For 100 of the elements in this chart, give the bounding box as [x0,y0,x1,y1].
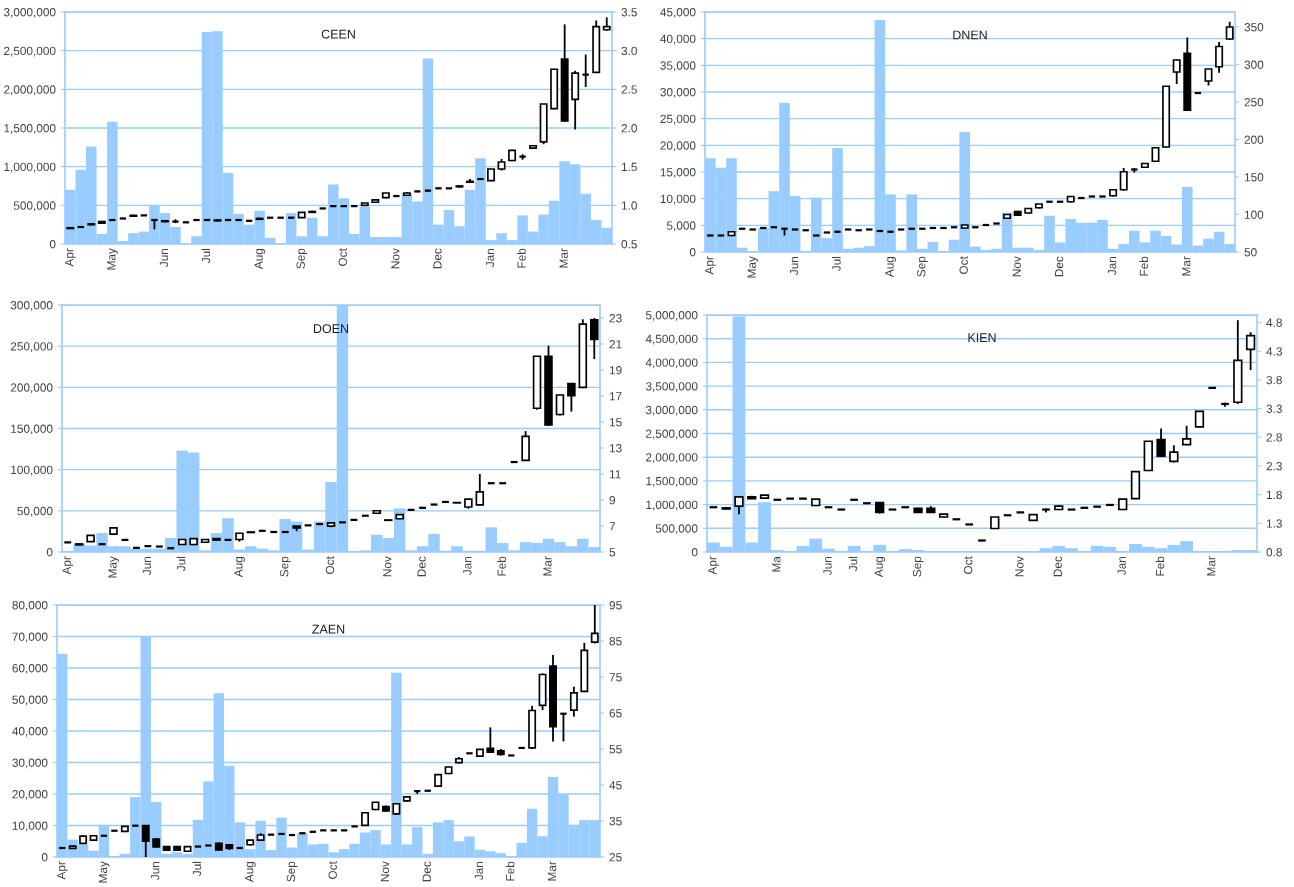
y2-tick-label: 200 [1244,135,1264,144]
y-tick-label: 20,000 [660,141,696,152]
y-tick-label: 200,000 [10,383,53,394]
x-tick-label: Jul [176,556,186,572]
y2-tick-label: 1.5 [621,162,637,172]
y-tick-label: 500,000 [655,524,698,535]
y2-tick-label: 5 [609,548,616,557]
y-tick-label: 60,000 [12,664,48,674]
x-tick-label: Nov [1015,556,1024,577]
y2-tick-label: 9 [609,496,616,505]
y-tick-label: 0 [49,240,56,249]
y2-tick-label: 3.5 [621,8,637,17]
x-tick-label: Nov [391,248,400,269]
x-tick-label: Feb [1155,556,1165,576]
x-tick-label: Aug [885,256,896,278]
y-tick-label: 40,000 [12,727,48,737]
y-tick-label: 300,000 [10,301,53,311]
y2-tick-label: 23 [609,314,622,323]
x-tick-label: May [107,248,118,270]
x-tick-label: Dec [417,556,426,577]
y-tick-label: 5,000 [666,221,696,232]
text: DOEN [313,324,349,334]
x-tick-label: Jun [159,248,169,268]
x-tick-label: Jan [474,861,484,881]
x-tick-label: Apr [708,556,719,575]
y-tick-label: 3,500,000 [645,382,698,392]
y2-tick-label: 50 [1244,248,1257,257]
y2-tick-label: 2.3 [1266,461,1282,471]
y-tick-label: 0 [41,853,48,862]
y2-tick-label: 300 [1244,60,1264,69]
x-tick-label: Jul [848,556,858,572]
x-tick-label: May [108,556,120,578]
y2-tick-label: 11 [609,470,621,479]
x-tick-label: Sep [286,861,298,882]
y-tick-label: 250,000 [10,342,53,352]
x-tick-label: Dec [1053,556,1062,577]
y2-tick-label: 25 [609,853,622,862]
x-tick-label: Jul [192,861,202,877]
y-tick-label: 1,000,000 [646,500,698,511]
y-tick-label: 50,000 [17,506,53,517]
x-tick-label: Feb [1139,256,1149,276]
y-tick-label: 100,000 [11,465,53,476]
y-tick-label: 45,000 [660,8,696,18]
y2-tick-label: 0.8 [1266,548,1282,557]
x-tick-label: Aug [245,861,256,883]
x-tick-label: Mar [1207,556,1216,576]
x-tick-label: Nov [380,861,390,882]
y-tick-label: 0 [691,548,698,557]
y-tick-label: 1,000,000 [4,162,56,173]
y-tick-label: 40,000 [660,34,696,45]
y2-tick-label: 55 [609,745,622,754]
y2-tick-label: 3.8 [1266,375,1282,385]
y-tick-label: 70,000 [12,632,48,643]
x-tick-label: Oct [325,556,335,574]
y-tick-label: 35,000 [660,61,696,72]
y2-tick-label: 21 [609,340,622,349]
y-tick-label: 30,000 [660,88,696,98]
x-tick-label: Nov [383,556,392,577]
y2-tick-label: 2.5 [621,85,637,94]
x-tick-label: Jan [1108,256,1117,276]
y-tick-label: 3,000,000 [3,8,56,18]
x-tick-label: Sep [296,248,308,269]
y-tick-label: 20,000 [12,790,48,800]
x-tick-label: Apr [62,556,74,575]
x-tick-label: Jun [790,256,799,276]
y2-tick-label: 1.0 [621,201,637,210]
x-tick-label: Jan [463,556,472,576]
text: KIEN [968,333,996,342]
y2-tick-label: 350 [1244,23,1264,32]
y2-tick-label: 2.8 [1266,433,1282,442]
y-tick-label: 50,000 [12,695,48,706]
text: DNEN [953,30,987,40]
y-tick-label: 15,000 [660,168,696,178]
y-tick-label: 1,500,000 [646,476,698,487]
text: ZAEN [312,624,345,634]
y-tick-label: 5,000,000 [645,311,698,321]
x-tick-label: Jul [832,256,841,272]
y2-tick-label: 95 [609,601,622,610]
x-tick-label: Aug [234,556,245,578]
y2-tick-label: 45 [609,781,622,790]
y2-tick-label: 17 [609,392,622,401]
y2-tick-label: 19 [609,366,622,375]
y-tick-label: 4,000,000 [645,358,698,369]
y-tick-label: 2,000,000 [646,453,698,463]
x-tick-label: Jan [485,248,495,268]
x-tick-label: Apr [65,248,76,267]
y-tick-label: 2,000,000 [4,85,56,96]
x-tick-label: Nov [1012,256,1021,277]
y-tick-label: 150,000 [11,424,53,435]
y2-tick-label: 4.8 [1266,318,1282,327]
x-tick-label: Mar [559,248,568,268]
y2-tick-label: 2.0 [621,124,637,133]
y-tick-label: 1,500,000 [4,124,56,134]
x-tick-label: Dec [422,861,431,882]
x-tick-label: Jul [201,248,211,264]
x-tick-label: Ma [772,556,781,572]
y-tick-label: 25,000 [660,114,696,125]
x-tick-label: May [98,861,110,883]
y2-tick-label: 4.3 [1266,347,1282,356]
y2-tick-label: 35 [609,817,622,826]
